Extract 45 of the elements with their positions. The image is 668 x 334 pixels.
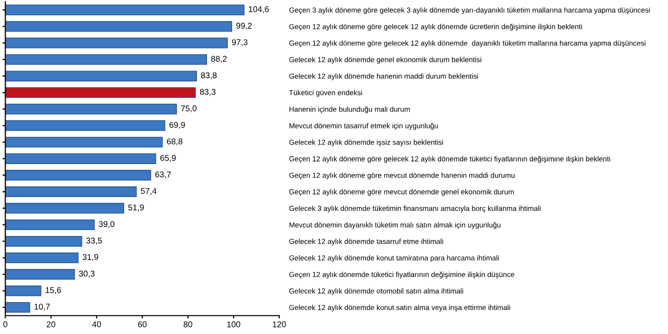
- data-label: 33,5: [86, 238, 102, 244]
- data-label: 68,8: [166, 138, 182, 146]
- bar: [5, 136, 163, 148]
- bar: [5, 170, 152, 180]
- bar: [5, 120, 166, 131]
- data-label: 63,7: [155, 172, 171, 178]
- bar: [5, 186, 137, 198]
- data-label: 99,2: [236, 22, 252, 30]
- x-tick-label: 60: [138, 321, 147, 328]
- data-label: 83,3: [200, 88, 216, 96]
- data-label: 83,8: [201, 72, 217, 80]
- bar: [5, 21, 232, 32]
- data-label: 57,4: [140, 188, 156, 195]
- bar: [5, 302, 30, 313]
- bar: [5, 286, 42, 296]
- data-label: 88,2: [211, 56, 227, 63]
- data-label: 31,9: [82, 254, 98, 262]
- bar: [5, 219, 95, 230]
- data-label: 104,6: [248, 6, 269, 14]
- bar: [5, 236, 82, 247]
- x-tick-label: 100: [227, 321, 240, 328]
- bar: [5, 87, 196, 98]
- data-label: 15,6: [46, 287, 61, 294]
- data-label: 75,0: [181, 105, 197, 112]
- bar: [5, 70, 197, 82]
- x-tick-label: 80: [184, 321, 192, 328]
- data-label: 69,9: [169, 122, 185, 129]
- bar: [5, 4, 244, 16]
- data-label: 39,0: [98, 221, 114, 228]
- bar: [5, 153, 156, 164]
- data-label: 30,3: [78, 270, 95, 278]
- bar: [5, 38, 228, 48]
- bar: [5, 202, 124, 214]
- bar: [5, 54, 207, 65]
- bar: [5, 252, 78, 264]
- data-label: 65,9: [160, 154, 176, 162]
- data-label: 97,3: [232, 39, 248, 46]
- bar: [5, 269, 75, 280]
- x-tick-label: 20: [46, 321, 56, 328]
- data-label: 10,7: [34, 304, 50, 311]
- bar: [5, 104, 177, 114]
- x-tick-label: 120: [272, 321, 286, 328]
- x-tick-label: 40: [92, 321, 101, 328]
- x-tick-label: 0: [3, 321, 8, 328]
- data-label: 51,9: [128, 204, 144, 212]
